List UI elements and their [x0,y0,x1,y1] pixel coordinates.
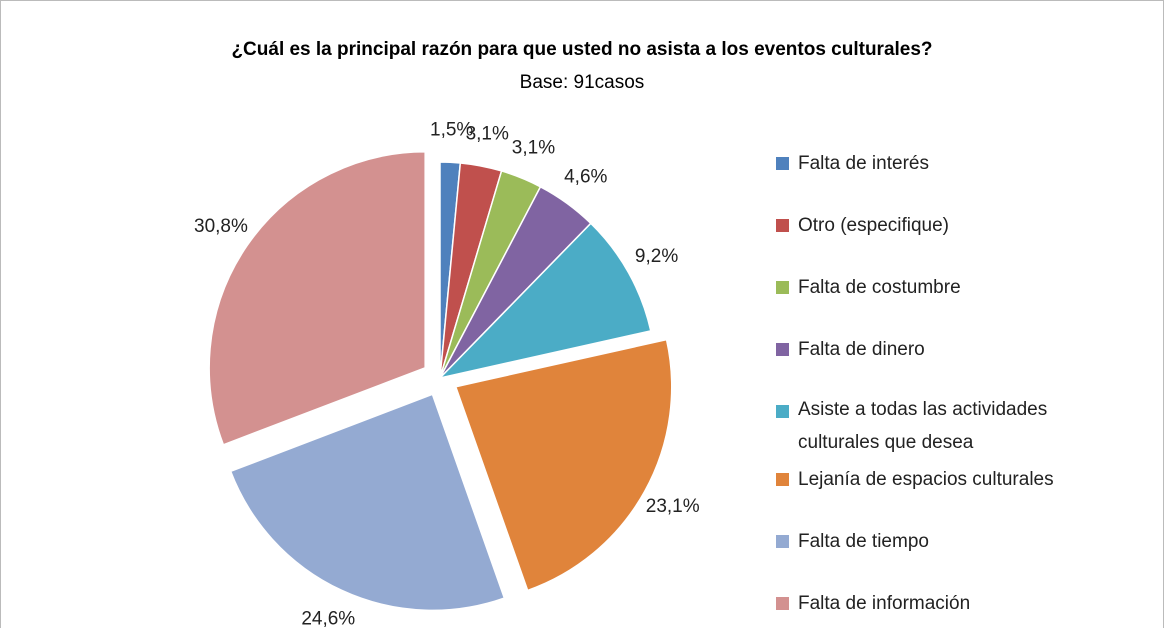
legend-item: Falta de dinero [776,331,1148,368]
legend-item: Lejanía de espacios culturales [776,461,1148,498]
legend-label: Falta de dinero [798,339,925,360]
data-label: 1,5% [430,119,473,140]
pie-slice [229,393,506,612]
legend-item: Falta de interés [776,145,1148,182]
legend-swatch [776,473,789,486]
legend-label: Asiste a todas las actividades culturale… [798,399,1048,453]
data-label: 24,6% [301,608,355,628]
legend-label: Falta de tiempo [798,531,929,552]
chart-subtitle: Base: 91casos [520,72,645,93]
chart-title: ¿Cuál es la principal razón para que ust… [231,39,932,60]
data-label: 3,1% [512,137,555,158]
data-label: 23,1% [646,496,700,517]
legend-item: Falta de tiempo [776,523,1148,560]
legend-label: Lejanía de espacios culturales [798,469,1054,490]
legend-swatch [776,157,789,170]
legend-label: Falta de costumbre [798,277,961,298]
data-label: 4,6% [564,166,607,187]
pie-slice [208,151,426,446]
pie-slice [437,222,652,380]
data-label: 9,2% [635,246,678,267]
legend-swatch [776,343,789,356]
legend-item: Falta de información [776,585,1148,622]
legend-item: Otro (especifique) [776,207,1148,244]
legend-item: Asiste a todas las actividades culturale… [776,393,1118,459]
data-label: 3,1% [466,124,509,145]
legend-label: Falta de información [798,593,971,614]
legend-swatch [776,535,789,548]
legend-swatch [776,405,789,418]
legend-swatch [776,281,789,294]
data-label: 30,8% [194,216,248,237]
legend-item: Falta de costumbre [776,269,1148,306]
legend-label: Otro (especifique) [798,215,950,236]
legend-swatch [776,219,789,232]
pie-slice [454,338,673,592]
legend-swatch [776,597,789,610]
legend-label: Falta de interés [798,153,929,174]
